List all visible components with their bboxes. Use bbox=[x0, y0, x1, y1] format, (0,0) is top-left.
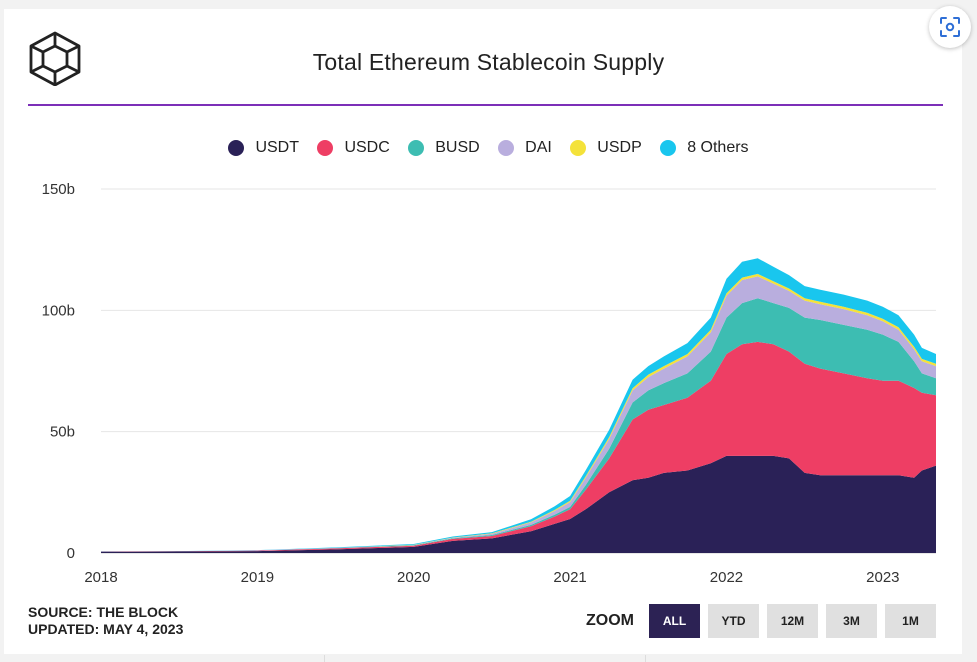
legend-swatch-usdp bbox=[570, 140, 587, 156]
legend-item-others[interactable]: 8 Others bbox=[660, 139, 749, 157]
legend-swatch-usdc bbox=[317, 140, 334, 156]
source-note: SOURCE: THE BLOCK UPDATED: MAY 4, 2023 bbox=[28, 604, 183, 638]
y-tick-label: 50b bbox=[50, 424, 75, 441]
x-tick-label: 2022 bbox=[710, 569, 743, 586]
legend-label-dai: DAI bbox=[525, 139, 552, 156]
legend-label-usdc: USDC bbox=[344, 139, 390, 156]
legend-item-dai[interactable]: DAI bbox=[498, 139, 552, 157]
x-tick-label: 2023 bbox=[866, 569, 899, 586]
zoom-12m-button[interactable]: 12M bbox=[767, 604, 818, 638]
zoom-ytd-button[interactable]: YTD bbox=[708, 604, 759, 638]
source-line: SOURCE: THE BLOCK bbox=[28, 604, 179, 620]
scan-icon bbox=[940, 17, 960, 37]
legend-label-usdp: USDP bbox=[597, 139, 642, 156]
legend-label-usdt: USDT bbox=[255, 139, 299, 156]
zoom-3m-button[interactable]: 3M bbox=[826, 604, 877, 638]
zoom-all-button[interactable]: ALL bbox=[649, 604, 700, 638]
x-tick-label: 2020 bbox=[397, 569, 430, 586]
x-tick-label: 2019 bbox=[241, 569, 274, 586]
stacked-area-chart: 0 50b 100b 150b 2018 2019 2020 2021 2022 2023 bbox=[42, 181, 936, 586]
area-series-usdc[interactable] bbox=[101, 341, 936, 552]
legend-label-busd: BUSD bbox=[435, 139, 480, 156]
legend-swatch-busd bbox=[408, 140, 425, 156]
x-tick-label: 2018 bbox=[84, 569, 117, 586]
y-tick-label: 100b bbox=[42, 302, 75, 319]
page-footer-strip bbox=[0, 654, 977, 662]
legend-item-usdc[interactable]: USDC bbox=[317, 139, 390, 157]
x-tick-label: 2021 bbox=[553, 569, 586, 586]
scan-button[interactable] bbox=[929, 6, 971, 48]
legend-item-busd[interactable]: BUSD bbox=[408, 139, 480, 157]
legend-swatch-usdt bbox=[228, 140, 245, 156]
chart-title: Total Ethereum Stablecoin Supply bbox=[312, 49, 665, 75]
footer-divider bbox=[324, 655, 325, 662]
legend-item-usdt[interactable]: USDT bbox=[228, 139, 299, 157]
footer-divider bbox=[645, 655, 646, 662]
title-divider bbox=[28, 104, 943, 106]
legend-swatch-others bbox=[660, 140, 677, 156]
zoom-label: ZOOM bbox=[586, 612, 634, 629]
legend-swatch-dai bbox=[498, 140, 515, 156]
legend-label-others: 8 Others bbox=[687, 139, 749, 156]
y-tick-label: 150b bbox=[42, 181, 75, 198]
legend-item-usdp[interactable]: USDP bbox=[570, 139, 642, 157]
y-tick-label: 0 bbox=[67, 545, 75, 562]
zoom-1m-button[interactable]: 1M bbox=[885, 604, 936, 638]
the-block-logo-icon bbox=[29, 31, 81, 86]
updated-line: UPDATED: MAY 4, 2023 bbox=[28, 621, 184, 637]
area-series-usdt[interactable] bbox=[101, 455, 936, 553]
chart-legend: USDT USDC BUSD DAI USDP 8 Others bbox=[0, 139, 977, 161]
